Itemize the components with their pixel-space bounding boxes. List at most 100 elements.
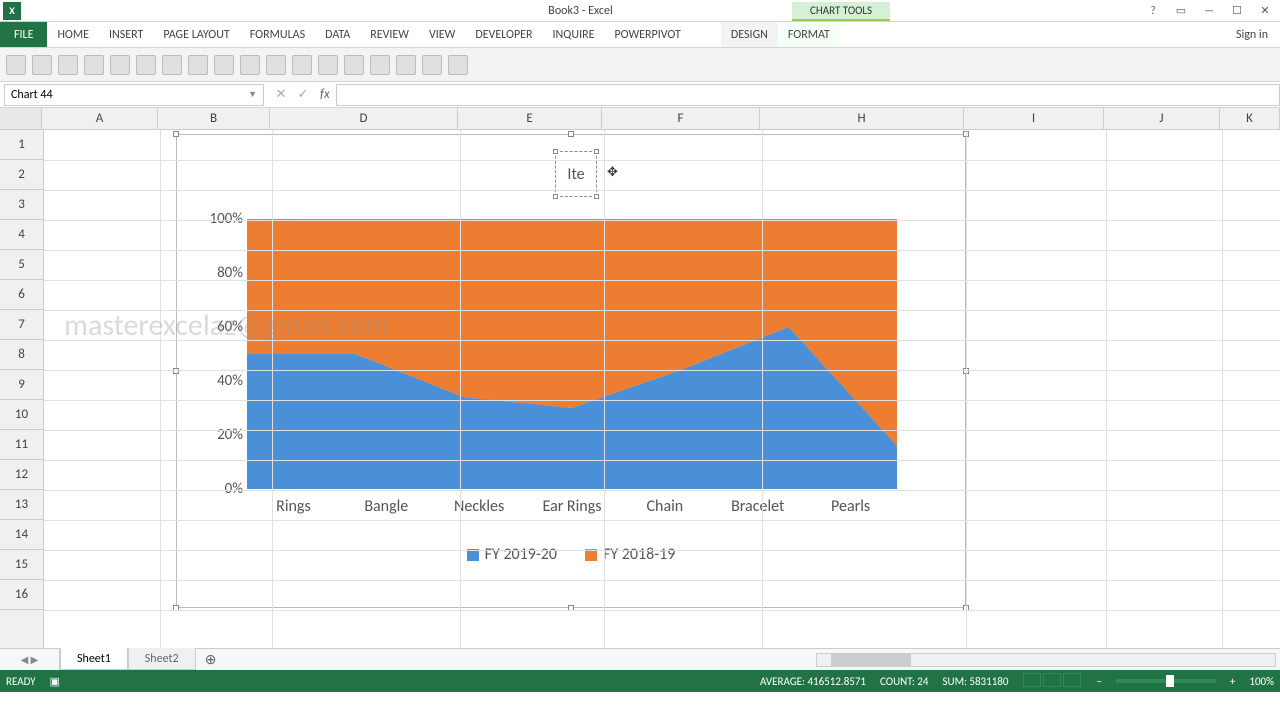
y-tick-label: 100% [209,210,243,228]
tab-developer[interactable]: DEVELOPER [465,22,542,47]
column-header[interactable]: J [1104,108,1220,129]
tab-file[interactable]: FILE [0,22,47,47]
qat-icon[interactable] [344,55,364,75]
sheet-tab-2[interactable]: Sheet2 [128,648,196,670]
help-icon[interactable]: ? [1140,2,1166,20]
tab-format[interactable]: FORMAT [778,22,840,47]
quick-access-toolbar [0,48,1280,82]
tab-review[interactable]: REVIEW [360,22,419,47]
zoom-out-button[interactable]: − [1096,675,1101,688]
tab-powerpivot[interactable]: POWERPIVOT [604,22,690,47]
tab-page-layout[interactable]: PAGE LAYOUT [153,22,239,47]
column-header[interactable]: F [602,108,760,129]
qat-icon[interactable] [292,55,312,75]
legend-item[interactable]: FY 2019-20 [467,545,557,564]
horizontal-scrollbar[interactable] [816,653,1276,667]
name-box[interactable]: Chart 44 ▼ [4,84,264,106]
chart-legend[interactable]: FY 2019-20 FY 2018-19 [177,545,965,564]
sheet-tabs: ◀ ▶ Sheet1 Sheet2 ⊕ [0,648,1280,670]
qat-icon[interactable] [370,55,390,75]
tab-formulas[interactable]: FORMULAS [240,22,315,47]
row-header[interactable]: 15 [0,550,43,580]
row-header[interactable]: 16 [0,580,43,610]
qat-icon[interactable] [136,55,156,75]
zoom-slider[interactable] [1116,679,1216,683]
name-box-value: Chart 44 [11,88,53,102]
row-header[interactable]: 9 [0,370,43,400]
column-header[interactable]: B [158,108,270,129]
column-header[interactable]: K [1220,108,1280,129]
title-bar: X Book3 - Excel ? ▭ — ☐ ✕ [0,0,1280,22]
plot-area[interactable] [247,219,897,489]
sheet-tab-1[interactable]: Sheet1 [60,648,128,670]
name-box-dropdown-icon[interactable]: ▼ [248,89,257,100]
zoom-in-button[interactable]: + [1230,675,1235,688]
qat-icon[interactable] [110,55,130,75]
tab-insert[interactable]: INSERT [99,22,153,47]
qat-icon[interactable] [266,55,286,75]
legend-item[interactable]: FY 2018-19 [585,545,675,564]
row-header[interactable]: 2 [0,160,43,190]
status-sum: SUM: 5831180 [942,675,1008,688]
y-axis: 0%20%40%60%80%100% [189,219,247,489]
qat-icon[interactable] [162,55,182,75]
grid-area[interactable]: masterexcelaz@gmail.com Ite ✥ 0%20%40%60… [44,130,1280,648]
qat-icon[interactable] [448,55,468,75]
chart-tools-context-label: CHART TOOLS [792,2,890,21]
tab-home[interactable]: HOME [47,22,99,47]
cancel-icon[interactable]: ✕ [272,87,290,102]
qat-icon[interactable] [6,55,26,75]
row-header[interactable]: 4 [0,220,43,250]
qat-icon[interactable] [84,55,104,75]
qat-icon[interactable] [214,55,234,75]
macro-record-icon[interactable]: ▣ [50,675,60,688]
qat-icon[interactable] [422,55,442,75]
qat-icon[interactable] [32,55,52,75]
formula-bar-row: Chart 44 ▼ ✕ ✓ fx [0,82,1280,108]
row-header[interactable]: 6 [0,280,43,310]
minimize-button[interactable]: — [1196,2,1222,20]
qat-icon[interactable] [240,55,260,75]
x-category-label: Pearls [804,497,897,516]
x-category-label: Bracelet [711,497,804,516]
tab-inquire[interactable]: INQUIRE [543,22,605,47]
row-header[interactable]: 10 [0,400,43,430]
row-header[interactable]: 8 [0,340,43,370]
column-header[interactable]: I [964,108,1104,129]
row-header[interactable]: 12 [0,460,43,490]
enter-icon[interactable]: ✓ [294,87,312,102]
row-header[interactable]: 14 [0,520,43,550]
qat-icon[interactable] [396,55,416,75]
worksheet-area: ABDEFHIJK 12345678910111213141516 master… [0,108,1280,648]
new-sheet-button[interactable]: ⊕ [196,649,226,670]
tab-view[interactable]: VIEW [419,22,465,47]
signin-link[interactable]: Sign in [1224,22,1280,47]
x-category-label: Neckles [433,497,526,516]
row-header[interactable]: 5 [0,250,43,280]
close-button[interactable]: ✕ [1252,2,1278,20]
row-header[interactable]: 11 [0,430,43,460]
qat-icon[interactable] [188,55,208,75]
select-all-corner[interactable] [0,108,42,129]
qat-icon[interactable] [58,55,78,75]
ribbon-display-icon[interactable]: ▭ [1168,2,1194,20]
view-buttons[interactable] [1022,673,1082,690]
row-headers: 12345678910111213141516 [0,130,44,648]
column-header[interactable]: D [270,108,458,129]
sheet-nav-buttons[interactable]: ◀ ▶ [0,649,60,670]
column-header[interactable]: A [42,108,158,129]
column-header[interactable]: E [458,108,602,129]
move-cursor-icon: ✥ [607,165,618,180]
maximize-button[interactable]: ☐ [1224,2,1250,20]
row-header[interactable]: 1 [0,130,43,160]
row-header[interactable]: 3 [0,190,43,220]
tab-design[interactable]: DESIGN [721,22,778,47]
qat-icon[interactable] [318,55,338,75]
formula-input[interactable] [336,84,1280,106]
row-header[interactable]: 7 [0,310,43,340]
chart-object[interactable]: Ite ✥ 0%20%40%60%80%100% RingsBangleNeck… [176,134,966,608]
row-header[interactable]: 13 [0,490,43,520]
column-header[interactable]: H [760,108,964,129]
fx-icon[interactable]: fx [320,87,330,102]
tab-data[interactable]: DATA [315,22,360,47]
